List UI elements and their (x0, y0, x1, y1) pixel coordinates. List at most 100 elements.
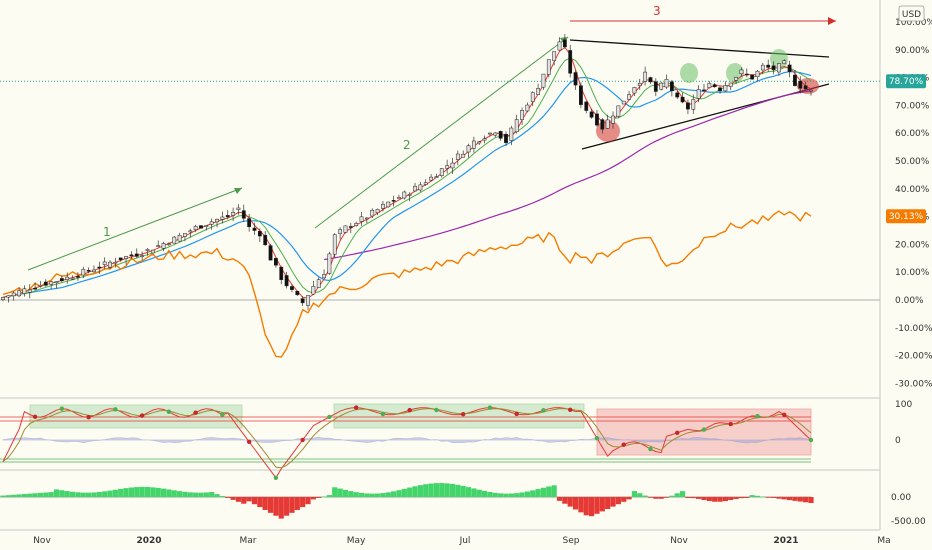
candle-body (92, 269, 96, 273)
candle-body (803, 85, 808, 90)
candle-body (306, 295, 310, 306)
histogram-bar (615, 497, 621, 505)
osc-overbought-zone-1 (29, 404, 243, 429)
histogram-bar (599, 497, 605, 512)
candle-body (391, 200, 396, 202)
comparison-symbol-line (2, 210, 812, 358)
histogram-bar (214, 494, 220, 497)
histogram-bar (321, 496, 327, 498)
histogram-bar (663, 497, 670, 498)
histogram-bar (337, 488, 343, 497)
histogram-bar (540, 487, 547, 497)
osc-tick-label: 0 (895, 436, 901, 446)
candle-body (718, 87, 722, 92)
candle-body (257, 230, 262, 237)
y-tick-label: 50.00% (895, 157, 930, 167)
wave-2-arrow (314, 36, 569, 229)
candle-body (113, 261, 118, 264)
candle-body (643, 71, 648, 82)
histogram-bar (460, 485, 466, 497)
osc-dot (541, 408, 546, 413)
y-tick-label: 100.00% (895, 18, 932, 28)
histogram-bar (706, 497, 712, 502)
histogram-bar (139, 486, 145, 497)
histogram-bar (401, 488, 407, 497)
osc-dot (327, 414, 332, 420)
histogram-bar (556, 497, 563, 501)
candle-body (771, 65, 776, 71)
candle-body (6, 295, 11, 298)
candle-body (386, 201, 391, 208)
histogram-bar (642, 495, 648, 497)
histogram-bar (64, 491, 70, 497)
candle-body (172, 236, 177, 244)
osc-dot (59, 406, 65, 411)
histogram-bar (481, 490, 488, 497)
candle-body (760, 64, 765, 71)
histogram-bar (551, 485, 557, 497)
candle-body (514, 119, 519, 133)
candle-body (536, 88, 540, 95)
histogram-bar (75, 492, 81, 497)
candle-body (675, 92, 680, 98)
candle-body (252, 227, 257, 231)
histogram-bar (508, 493, 514, 497)
currency-box[interactable] (898, 5, 925, 22)
candle-body (659, 82, 664, 90)
histogram-bar (348, 491, 354, 497)
histogram-bar (342, 489, 349, 497)
histogram-bar (786, 497, 793, 501)
histogram-bar (43, 492, 49, 497)
histogram-bar (433, 483, 440, 497)
histogram-bar (273, 497, 279, 516)
candle-body (327, 253, 332, 274)
candle-body (568, 50, 573, 74)
histogram-bar (80, 492, 86, 497)
candle-body (557, 41, 562, 51)
candle-body (156, 245, 161, 247)
candle-body (354, 223, 359, 227)
histogram-bar (353, 492, 359, 497)
osc-dot (728, 421, 733, 427)
x-tick-label: Ma (877, 536, 890, 546)
candle-body (530, 92, 535, 102)
histogram-bar (471, 488, 477, 497)
histogram-bar (519, 492, 525, 497)
osc-dot (648, 446, 653, 452)
osc-signal-area (2, 436, 812, 444)
osc-cross-dots (32, 405, 814, 480)
y-tick-label: 40.00% (895, 185, 930, 195)
histogram-bar (514, 493, 520, 497)
candle-body (402, 191, 407, 199)
histogram-bar (59, 490, 65, 497)
candle-body (455, 153, 460, 160)
candle-body (712, 84, 717, 88)
candle-body (161, 243, 166, 249)
candle-body (284, 275, 289, 287)
histogram-bar (765, 497, 771, 498)
osc-dot (808, 437, 814, 443)
histogram-bar (428, 483, 434, 497)
histogram-bar (369, 493, 375, 497)
candle-body (439, 168, 444, 176)
histogram-bar (176, 491, 183, 497)
histogram-bar (465, 487, 472, 497)
candle-body (429, 176, 433, 181)
candle-body (766, 64, 771, 68)
candle-body (54, 281, 59, 284)
candle-body (129, 254, 134, 257)
moving-average-200 (324, 90, 812, 261)
candle-body (231, 212, 235, 216)
candle-body (332, 234, 337, 255)
histogram-bar (300, 497, 306, 508)
candle-body (621, 100, 626, 105)
osc-dot (166, 409, 172, 414)
candle-body (375, 209, 380, 214)
candle-body (637, 83, 642, 86)
histogram-bar (96, 492, 102, 497)
histogram-bar (744, 497, 750, 498)
candle-body (755, 70, 760, 77)
candle-body (493, 132, 498, 136)
osc-dot (487, 405, 493, 410)
